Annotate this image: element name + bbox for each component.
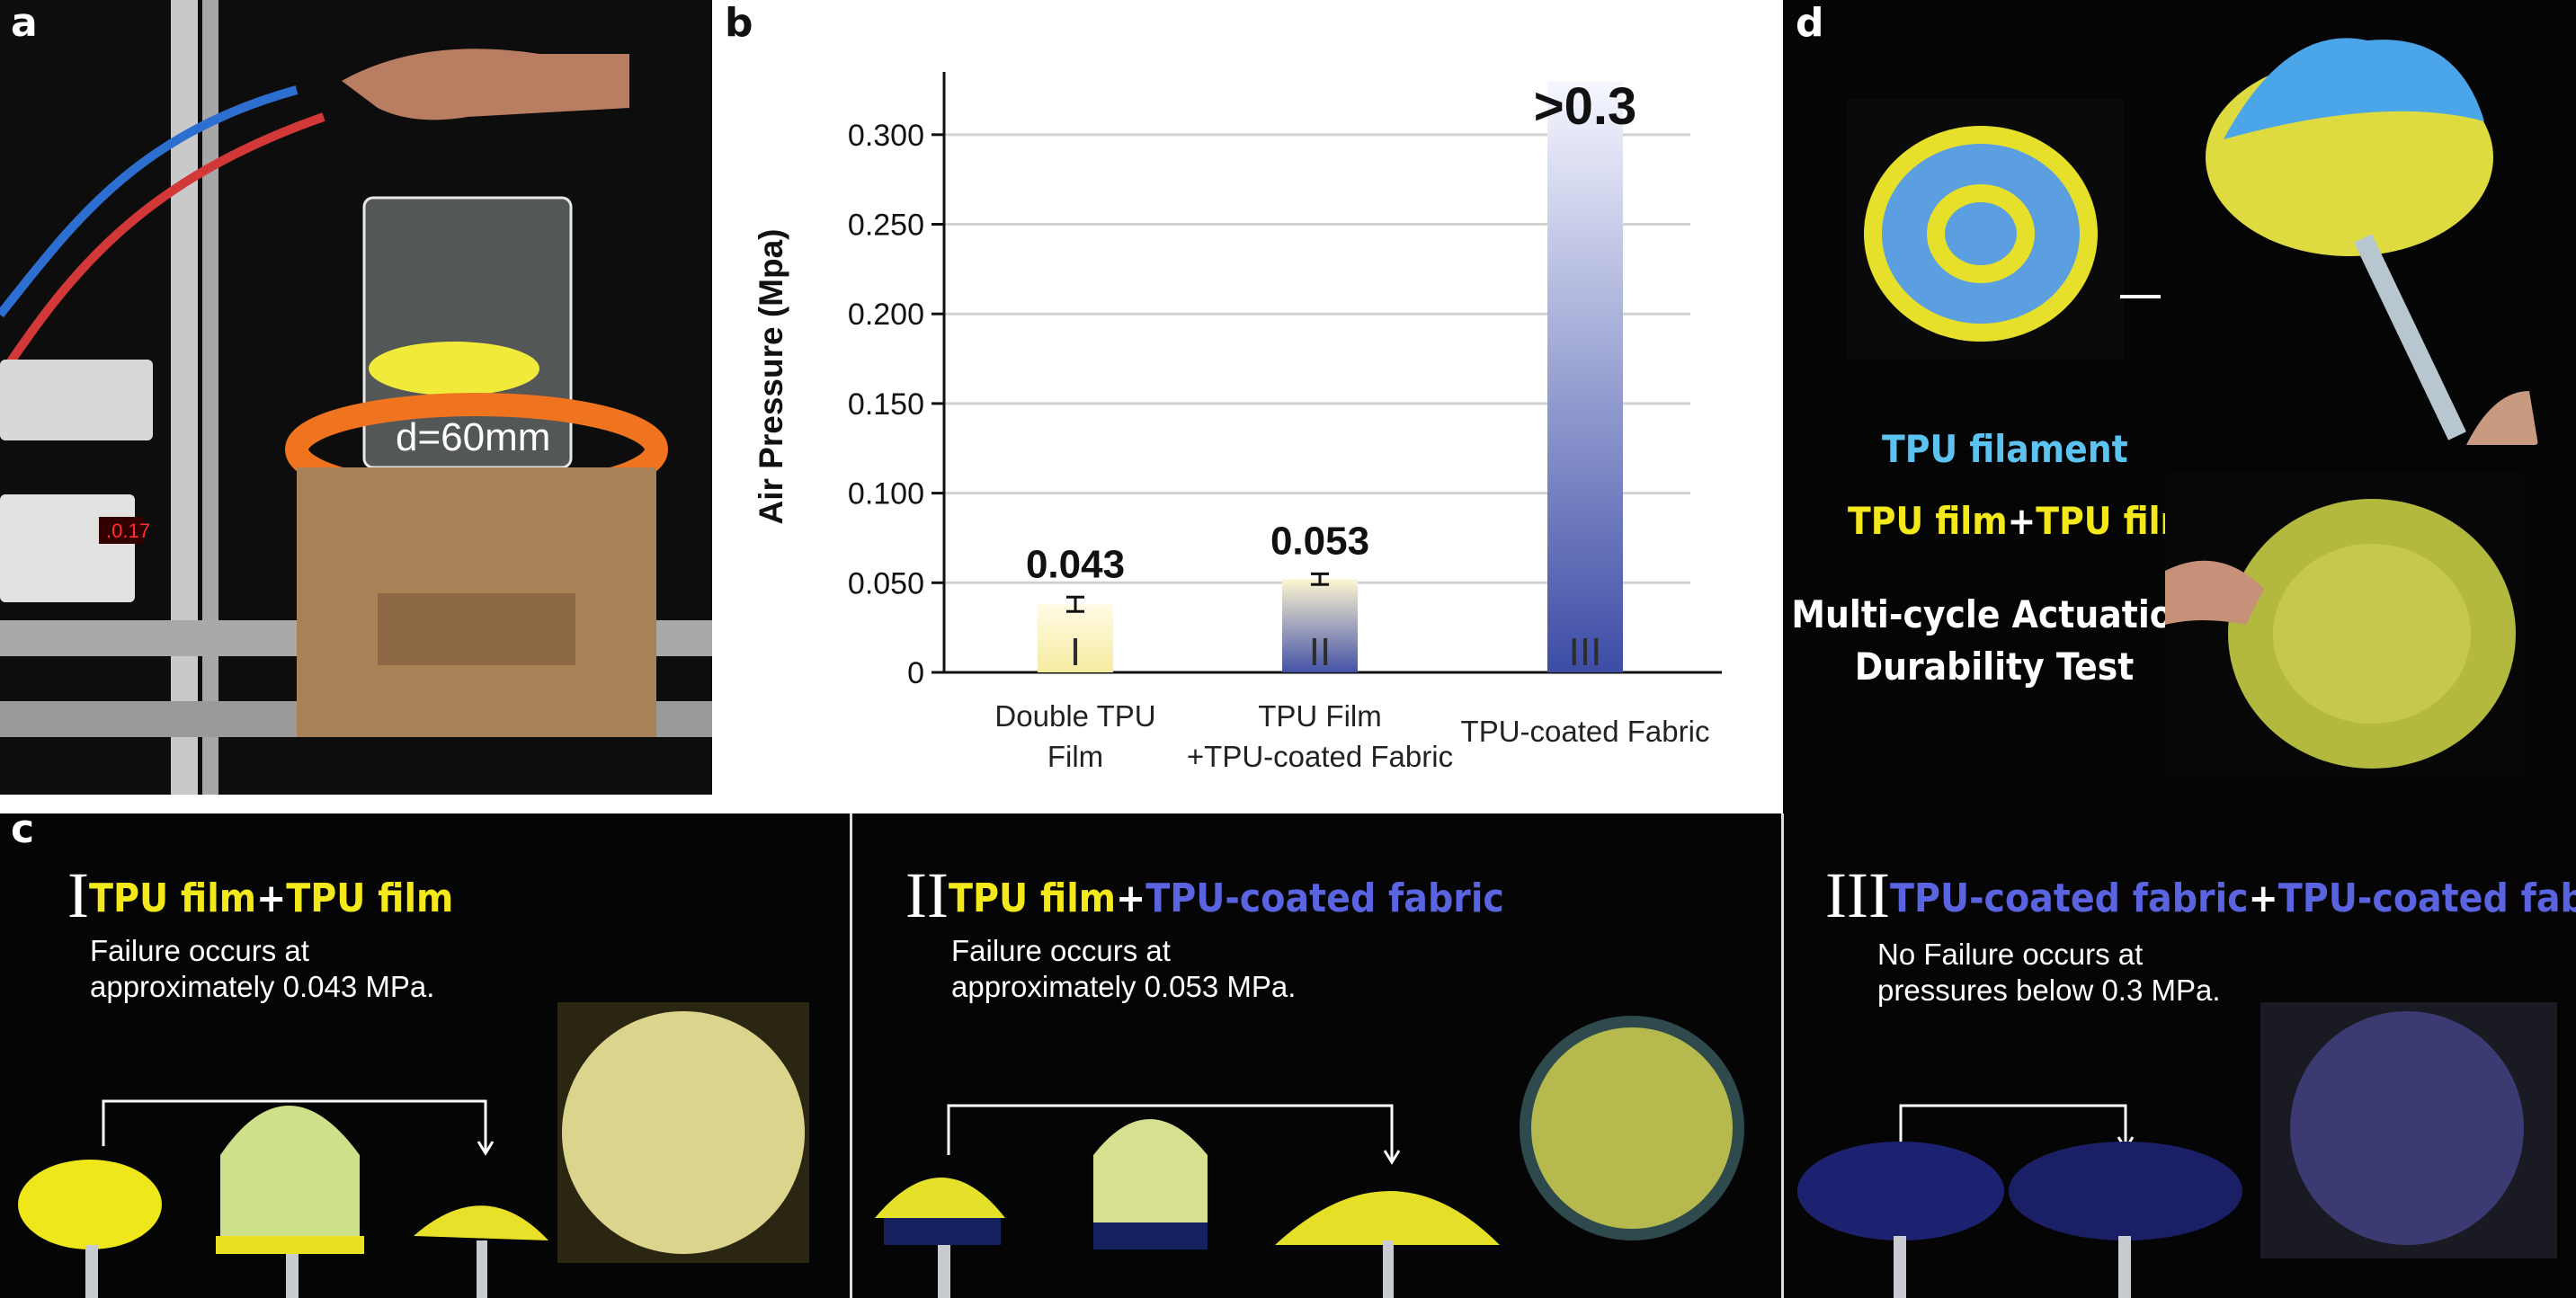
svg-text:.0.17: .0.17	[106, 520, 150, 542]
legend-plus: +	[2007, 499, 2037, 543]
section-2-description: Failure occurs at approximately 0.053 MP…	[951, 933, 1296, 1005]
bar-value-label: >0.3	[1534, 77, 1637, 136]
section-1-photos	[18, 1002, 809, 1298]
section-1-desc-line-1: Failure occurs at	[90, 934, 309, 967]
bar-roman-label: II	[1309, 630, 1331, 674]
inflated-actuator-photo	[2161, 13, 2538, 445]
durability-test-label: Multi-cycle Actuation Durability Test	[1783, 589, 2206, 693]
bar-1	[1038, 604, 1113, 672]
y-tick-label: 0	[907, 656, 924, 690]
roman-3: III	[1825, 859, 1890, 931]
y-axis-label: Air Pressure (Mpa)	[753, 229, 789, 525]
section-1-title: ITPU film+TPU film	[67, 858, 453, 933]
section-3-plus: +	[2248, 876, 2278, 921]
x-category-label: TPU-coated Fabric	[1461, 715, 1710, 748]
diameter-label: d=60mm	[396, 415, 551, 459]
section-2-title: IITPU film+TPU-coated fabric	[905, 858, 1504, 933]
panel-d: d TPU filament TPU film+TPU film Multi-c…	[1783, 0, 2576, 813]
section-3-desc-line-2: pressures below 0.3 MPa.	[1877, 974, 2221, 1007]
section-2-desc-line-1: Failure occurs at	[951, 934, 1171, 967]
section-3-title: IIITPU-coated fabric+TPU-coated fabric	[1825, 858, 2576, 933]
section-1-material-1: TPU film	[88, 876, 257, 921]
section-2-material-2: TPU-coated fabric	[1145, 876, 1504, 921]
flat-actuator-photo	[1846, 99, 2125, 360]
panel-a: .0.17 a d=60mm	[0, 0, 712, 795]
legend-tpu-film: TPU film+TPU film	[1848, 499, 2196, 543]
section-3-description: No Failure occurs at pressures below 0.3…	[1877, 937, 2221, 1009]
section-3-material-2: TPU-coated fabric	[2277, 876, 2576, 921]
panel-a-photo: .0.17	[0, 0, 712, 795]
test-line-1: Multi-cycle Actuation	[1791, 592, 2197, 636]
y-tick-label: 0.250	[848, 209, 924, 243]
bar-3	[1547, 81, 1623, 672]
bar-roman-label: I	[1070, 630, 1081, 674]
x-category-label: TPU Film	[1258, 699, 1381, 733]
y-tick-label: 0.100	[848, 477, 924, 511]
section-2-desc-line-2: approximately 0.053 MPa.	[951, 970, 1297, 1003]
section-2-photos	[875, 1016, 1744, 1298]
panel-label-c: c	[11, 813, 35, 852]
panel-label-d: d	[1796, 0, 1824, 46]
section-divider-2	[1781, 813, 1784, 1298]
legend-film-1: TPU film	[1848, 499, 2008, 543]
legend-tpu-filament: TPU filament	[1882, 427, 2128, 471]
section-3-material-1: TPU-coated fabric	[1889, 876, 2249, 921]
section-1-material-2: TPU film	[286, 876, 454, 921]
handheld-actuator-photo	[2165, 472, 2525, 778]
section-2-material-1: TPU film	[948, 876, 1117, 921]
test-line-2: Durability Test	[1854, 645, 2135, 689]
panel-label-a: a	[11, 0, 38, 46]
section-divider-1	[850, 813, 852, 1298]
panel-b: b 0 0.050 0.100 0.150 0.200 0.250 0.300 Air Pre…	[712, 0, 1783, 813]
bar-value-label: 0.043	[1026, 542, 1125, 586]
y-tick-label: 0.050	[848, 566, 924, 600]
panel-c: c ITPU film+TPU film Failure occurs at a…	[0, 813, 2576, 1298]
roman-2: II	[905, 859, 949, 931]
x-category-label: Double TPU	[994, 699, 1155, 733]
section-2-plus: +	[1116, 876, 1146, 921]
roman-1: I	[67, 859, 89, 931]
x-category-label: +TPU-coated Fabric	[1187, 740, 1453, 773]
section-1-description: Failure occurs at approximately 0.043 MP…	[90, 933, 434, 1005]
section-3-photos	[1797, 1002, 2557, 1298]
y-tick-label: 0.150	[848, 387, 924, 422]
bar-roman-label: III	[1569, 630, 1602, 674]
pressure-bar-chart: 0 0.050 0.100 0.150 0.200 0.250 0.300 Air Press…	[753, 72, 1722, 773]
bar-value-label: 0.053	[1270, 519, 1369, 563]
y-tick-label: 0.200	[848, 298, 924, 332]
x-category-label: Film	[1047, 740, 1103, 773]
section-1-plus: +	[256, 876, 287, 921]
section-1-desc-line-2: approximately 0.043 MPa.	[90, 970, 435, 1003]
panel-label-b: b	[725, 0, 753, 46]
section-3-desc-line-1: No Failure occurs at	[1877, 938, 2144, 971]
y-tick-label: 0.300	[848, 119, 924, 153]
bar-2	[1282, 579, 1358, 672]
